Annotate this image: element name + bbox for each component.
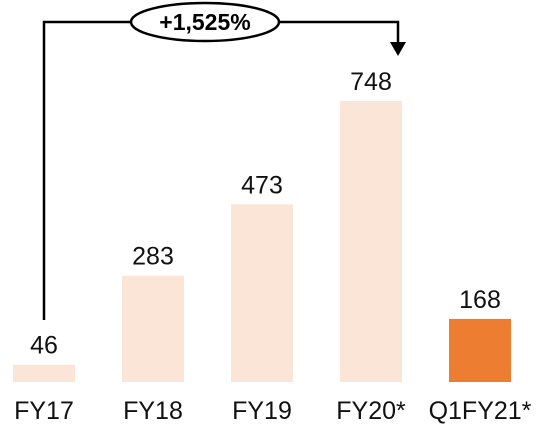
data-label-fy18: 283	[132, 243, 174, 271]
tick-label-fy18: FY18	[123, 397, 183, 425]
growth-arrowhead	[390, 42, 406, 56]
bar-fy20	[340, 101, 402, 382]
bars	[13, 101, 511, 382]
x-axis-tick-labels: FY17 FY18 FY19 FY20* Q1FY21*	[14, 397, 532, 425]
bar-fy19	[231, 204, 293, 382]
bar-q1fy21	[449, 319, 511, 382]
data-label-q1fy21: 168	[459, 286, 501, 314]
growth-percentage: +1,525%	[159, 9, 250, 35]
tick-label-fy19: FY19	[232, 397, 292, 425]
bar-fy18	[122, 276, 184, 382]
data-label-fy19: 473	[241, 171, 283, 199]
tick-label-fy20: FY20*	[336, 397, 406, 425]
bar-fy17	[13, 365, 75, 382]
tick-label-fy17: FY17	[14, 397, 74, 425]
data-label-fy17: 46	[30, 332, 58, 360]
tick-label-q1fy21: Q1FY21*	[429, 397, 532, 425]
data-label-fy20: 748	[350, 68, 392, 96]
